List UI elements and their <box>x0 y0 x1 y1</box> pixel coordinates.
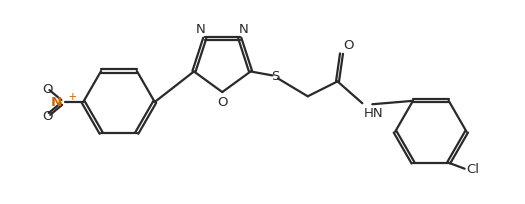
Text: O: O <box>42 110 52 123</box>
Text: Cl: Cl <box>467 162 480 175</box>
Text: O: O <box>343 38 354 51</box>
Text: N: N <box>196 23 206 36</box>
Text: O: O <box>42 82 52 95</box>
Text: HN: HN <box>363 107 383 120</box>
Text: N: N <box>239 23 249 36</box>
Text: +: + <box>62 92 78 102</box>
Text: N: N <box>51 95 62 108</box>
Text: O: O <box>217 96 227 109</box>
Text: S: S <box>271 70 279 83</box>
